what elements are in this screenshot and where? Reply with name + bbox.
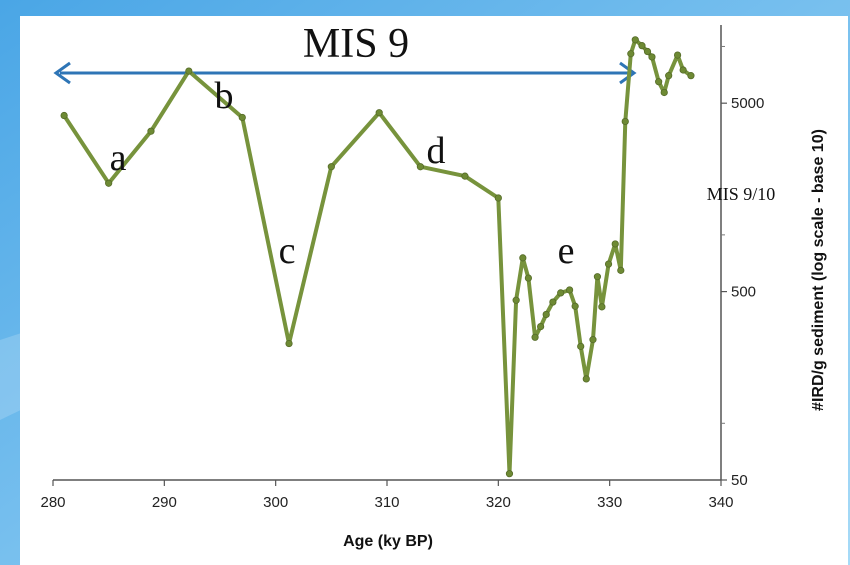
- data-point: [549, 298, 557, 306]
- data-point: [589, 336, 597, 344]
- x-tick-labels: 280 290 300 310 320 330 340: [40, 494, 733, 511]
- interval-label-e: e: [558, 230, 575, 272]
- data-point: [571, 302, 579, 310]
- data-point: [505, 470, 514, 478]
- data-point: [494, 194, 502, 202]
- data-point: [416, 163, 424, 171]
- x-tick-label: 330: [597, 494, 622, 511]
- data-point: [519, 254, 527, 262]
- ird-series-line: [62, 37, 693, 476]
- data-point: [660, 88, 668, 97]
- x-axis: [52, 479, 722, 486]
- data-point: [565, 286, 574, 294]
- interval-label-b: b: [215, 75, 234, 117]
- data-point: [593, 273, 602, 281]
- data-point: [512, 296, 520, 304]
- data-point: [285, 339, 293, 348]
- data-point: [617, 266, 625, 274]
- mis9-range-arrow: [53, 61, 637, 85]
- data-point: [461, 172, 469, 180]
- data-point: [627, 50, 635, 58]
- x-tick-label: 310: [374, 494, 399, 511]
- data-point: [531, 333, 539, 341]
- x-tick-label: 320: [486, 494, 511, 511]
- data-point: [577, 342, 585, 350]
- x-axis-title: Age (ky BP): [343, 533, 433, 550]
- data-point: [648, 53, 656, 61]
- data-point: [673, 51, 682, 59]
- plot-panel: [20, 16, 848, 565]
- data-point: [60, 111, 68, 120]
- data-point: [537, 322, 545, 331]
- interval-label-d: d: [427, 130, 446, 172]
- y-axis: [720, 25, 727, 481]
- data-point: [679, 66, 687, 74]
- x-tick-label: 280: [40, 494, 65, 511]
- y-tick-label: 500: [731, 284, 756, 301]
- data-point: [638, 42, 646, 50]
- data-point: [327, 163, 335, 171]
- data-point: [542, 310, 550, 319]
- mis910-label: MIS 9/10: [707, 184, 776, 204]
- data-point: [105, 179, 113, 187]
- data-point: [611, 240, 619, 248]
- y-tick-label: 5000: [731, 95, 764, 112]
- data-point: [524, 274, 532, 282]
- y-tick-labels: 50 500 5000: [731, 95, 764, 489]
- data-point: [582, 375, 590, 383]
- data-point: [375, 109, 383, 117]
- x-tick-label: 300: [263, 494, 288, 511]
- x-tick-label: 290: [152, 494, 177, 511]
- data-point: [643, 47, 652, 56]
- data-point: [631, 36, 639, 44]
- mis9-label: MIS 9: [303, 21, 409, 67]
- ird-data-points: [60, 36, 695, 478]
- data-point: [604, 260, 613, 268]
- y-axis-title: #IRD/g sediment (log scale - base 10): [810, 129, 827, 411]
- y-tick-label: 50: [731, 472, 748, 489]
- data-point: [147, 127, 155, 135]
- data-point: [665, 72, 673, 80]
- data-point: [185, 67, 193, 75]
- x-tick-label: 340: [708, 494, 733, 511]
- data-point: [598, 303, 606, 311]
- data-point: [557, 289, 565, 297]
- data-point: [238, 113, 246, 122]
- interval-label-a: a: [110, 137, 127, 179]
- data-point: [621, 117, 629, 126]
- interval-label-c: c: [279, 230, 296, 272]
- data-point: [687, 72, 695, 80]
- data-point: [655, 78, 663, 86]
